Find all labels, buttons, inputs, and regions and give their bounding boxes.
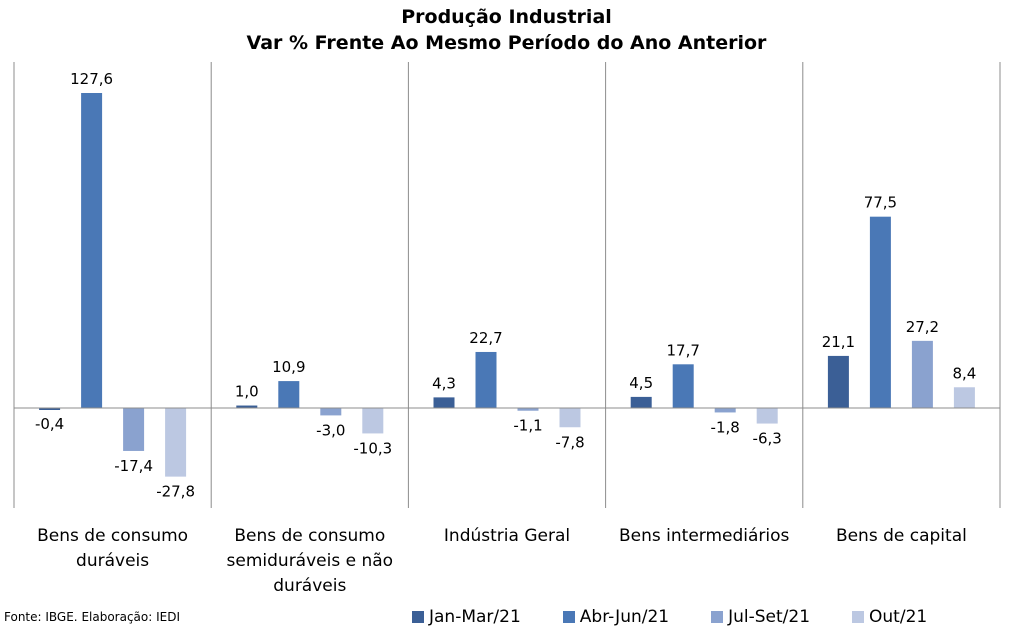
bar bbox=[362, 408, 384, 434]
bar bbox=[236, 405, 258, 408]
legend-item: Out/21 bbox=[852, 607, 927, 627]
data-label: 22,7 bbox=[469, 329, 502, 347]
category-label: Indústria Geral bbox=[444, 526, 570, 546]
legend-label: Out/21 bbox=[869, 607, 928, 627]
bar bbox=[672, 364, 694, 408]
bar bbox=[165, 408, 187, 477]
bar bbox=[911, 340, 933, 408]
bar bbox=[953, 387, 975, 408]
legend-item: Abr-Jun/21 bbox=[562, 607, 670, 627]
legend-item: Jul-Set/21 bbox=[711, 607, 810, 627]
bar bbox=[827, 355, 849, 408]
bar bbox=[320, 408, 342, 416]
legend-label: Jan-Mar/21 bbox=[429, 607, 521, 627]
category-label: Bens de consumo bbox=[234, 526, 385, 546]
data-label: 77,5 bbox=[864, 194, 897, 212]
chart-title-line1: Produção Industrial bbox=[401, 6, 612, 28]
category-label: duráveis bbox=[273, 576, 346, 596]
chart-title-line2: Var % Frente Ao Mesmo Período do Ano Ant… bbox=[246, 32, 767, 54]
bar bbox=[630, 396, 652, 408]
bar bbox=[433, 397, 455, 408]
data-label: -0,4 bbox=[35, 415, 64, 433]
category-label: semiduráveis e não bbox=[227, 551, 394, 571]
category-label: Bens de consumo bbox=[37, 526, 188, 546]
data-label: -1,1 bbox=[513, 417, 542, 435]
category-label: Bens intermediários bbox=[619, 526, 790, 546]
legend-label: Jul-Set/21 bbox=[728, 607, 811, 627]
data-label: 17,7 bbox=[666, 341, 699, 359]
category-label: Bens de capital bbox=[836, 526, 967, 546]
bar bbox=[756, 408, 778, 424]
source-note: Fonte: IBGE. Elaboração: IEDI bbox=[4, 610, 181, 624]
data-label: -3,0 bbox=[316, 421, 345, 439]
data-label: 1,0 bbox=[235, 383, 259, 401]
bar bbox=[559, 408, 581, 428]
data-label: -27,8 bbox=[156, 483, 195, 501]
data-label: -7,8 bbox=[555, 433, 584, 451]
data-label: 127,6 bbox=[70, 70, 113, 88]
bar bbox=[278, 381, 300, 408]
data-label: 8,4 bbox=[952, 364, 976, 382]
data-label: 27,2 bbox=[906, 318, 939, 336]
bar bbox=[81, 93, 103, 408]
legend-swatch bbox=[562, 611, 575, 623]
data-label: 21,1 bbox=[822, 333, 855, 351]
data-label: -17,4 bbox=[114, 457, 153, 475]
bar bbox=[123, 408, 145, 451]
bar bbox=[869, 216, 891, 408]
data-label: 10,9 bbox=[272, 358, 305, 376]
data-label: 4,5 bbox=[629, 374, 653, 392]
data-label: -1,8 bbox=[711, 418, 740, 436]
category-label: duráveis bbox=[76, 551, 149, 571]
bar bbox=[39, 408, 61, 410]
data-label: -6,3 bbox=[753, 430, 782, 448]
bar bbox=[517, 408, 539, 411]
chart-title: Produção Industrial Var % Frente Ao Mesm… bbox=[0, 4, 1013, 56]
legend-swatch bbox=[711, 611, 724, 623]
data-label: 4,3 bbox=[432, 374, 456, 392]
legend-swatch bbox=[412, 611, 424, 623]
bar bbox=[714, 408, 736, 413]
legend-label: Abr-Jun/21 bbox=[579, 607, 670, 627]
legend-swatch bbox=[852, 611, 865, 623]
bar bbox=[475, 351, 497, 408]
data-label: -10,3 bbox=[353, 439, 392, 457]
legend-item: Jan-Mar/21 bbox=[412, 607, 521, 627]
legend: Jan-Mar/21 Abr-Jun/21 Jul-Set/21 Out/21 bbox=[412, 605, 927, 629]
